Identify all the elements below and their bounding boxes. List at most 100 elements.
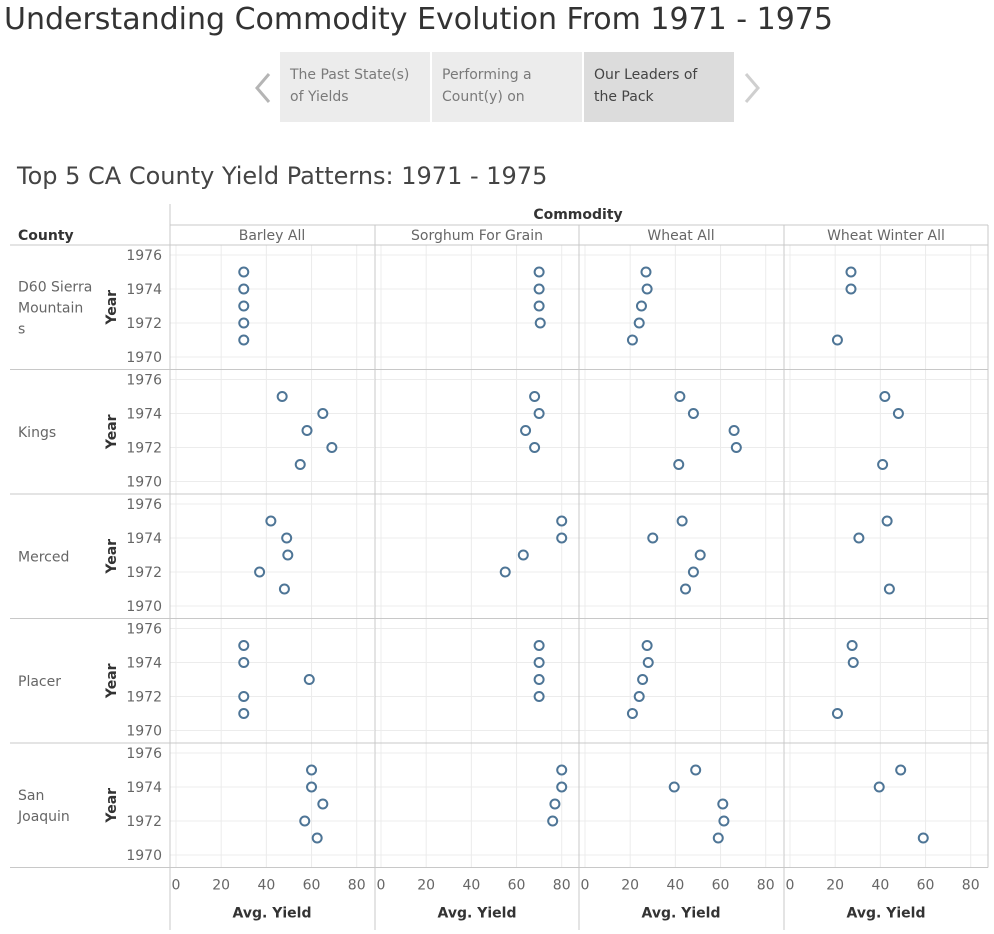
data-point [533, 408, 545, 419]
data-point [533, 283, 545, 295]
data-point [529, 391, 541, 402]
data-point [238, 708, 250, 719]
year-tick-label: 1974 [126, 407, 162, 423]
year-tick-label: 1972 [126, 690, 162, 706]
data-point [847, 657, 859, 668]
x-tick-label: 20 [417, 878, 435, 894]
data-point [317, 798, 329, 810]
x-tick-label: 80 [962, 878, 980, 894]
commodity-header: Sorghum For Grain [411, 228, 543, 244]
data-point [694, 549, 706, 561]
year-tick-label: 1970 [126, 599, 162, 615]
year-tick-label: 1972 [126, 565, 162, 581]
data-point [846, 640, 858, 651]
x-tick-label: 40 [666, 878, 684, 894]
x-axis-title: Avg. Yield [438, 906, 517, 922]
data-point [556, 515, 568, 527]
county-label: Placer [18, 674, 61, 690]
data-point [730, 442, 742, 453]
county-label: Mountain [18, 300, 83, 316]
data-point [674, 391, 686, 402]
data-point [635, 300, 647, 312]
data-point [238, 266, 250, 278]
story-point-leaders[interactable]: Our Leaders of the Pack [584, 52, 734, 122]
x-tick-label: 0 [786, 878, 795, 894]
data-point [306, 781, 318, 793]
story-point-past-state[interactable]: The Past State(s) of Yields [280, 52, 430, 122]
x-tick-label: 20 [826, 878, 844, 894]
year-tick-label: 1974 [126, 780, 162, 796]
data-point [499, 566, 511, 578]
x-tick-label: 20 [621, 878, 639, 894]
commodity-header: Wheat Winter All [827, 228, 945, 244]
data-point [533, 674, 545, 685]
x-tick-label: 0 [377, 878, 386, 894]
data-point [668, 781, 680, 793]
year-axis-label: Year [104, 788, 120, 824]
x-axis-title: Avg. Yield [847, 906, 926, 922]
commodity-header: Barley All [239, 228, 306, 244]
year-tick-label: 1972 [126, 441, 162, 457]
data-point [680, 583, 692, 595]
x-tick-label: 60 [303, 878, 321, 894]
data-point [641, 283, 653, 295]
data-point [673, 459, 685, 470]
year-tick-label: 1974 [126, 531, 162, 547]
data-point [892, 408, 904, 419]
x-tick-label: 40 [257, 878, 275, 894]
data-point [278, 583, 290, 595]
data-point [556, 532, 568, 544]
x-tick-label: 80 [757, 878, 775, 894]
data-point [687, 408, 699, 419]
data-point [281, 532, 293, 544]
data-point [642, 657, 654, 668]
data-point [845, 266, 857, 278]
year-tick-label: 1974 [126, 282, 162, 298]
year-tick-label: 1974 [126, 656, 162, 672]
data-point [556, 764, 568, 776]
data-point [728, 425, 740, 436]
chevron-right-icon[interactable] [739, 68, 763, 108]
data-point [282, 549, 294, 561]
data-point [238, 640, 250, 651]
x-tick-label: 40 [462, 878, 480, 894]
year-tick-label: 1970 [126, 848, 162, 864]
year-tick-label: 1976 [126, 497, 162, 513]
data-point [687, 566, 699, 578]
year-axis-label: Year [104, 539, 120, 575]
year-tick-label: 1976 [126, 373, 162, 389]
year-tick-label: 1970 [126, 724, 162, 740]
chevron-left-icon[interactable] [252, 68, 276, 108]
data-point [556, 781, 568, 793]
data-point [845, 283, 857, 295]
column-header: Commodity [533, 207, 622, 223]
data-point [238, 334, 250, 346]
story-point-label: The Past State(s) of Yields [290, 67, 410, 105]
data-point [690, 764, 702, 776]
x-tick-label: 80 [348, 878, 366, 894]
county-label: Merced [18, 549, 69, 565]
county-label: D60 Sierra [18, 279, 92, 295]
data-point [717, 798, 729, 810]
x-axis-title: Avg. Yield [233, 906, 312, 922]
data-point [265, 515, 277, 527]
x-tick-label: 80 [553, 878, 571, 894]
story-point-label: Performing a Count(y) on [442, 67, 532, 105]
year-tick-label: 1972 [126, 316, 162, 332]
data-point [873, 781, 885, 793]
data-point [276, 391, 288, 402]
data-point [326, 442, 338, 453]
data-point [549, 798, 561, 810]
data-point [529, 442, 541, 453]
data-point [517, 549, 529, 561]
data-point [831, 334, 843, 346]
data-point [676, 515, 688, 527]
story-point-count[interactable]: Performing a Count(y) on [432, 52, 582, 122]
year-tick-label: 1976 [126, 622, 162, 638]
year-axis-label: Year [104, 414, 120, 450]
data-point [254, 566, 266, 578]
x-tick-label: 20 [212, 878, 230, 894]
data-point [879, 391, 891, 402]
x-tick-label: 60 [917, 878, 935, 894]
